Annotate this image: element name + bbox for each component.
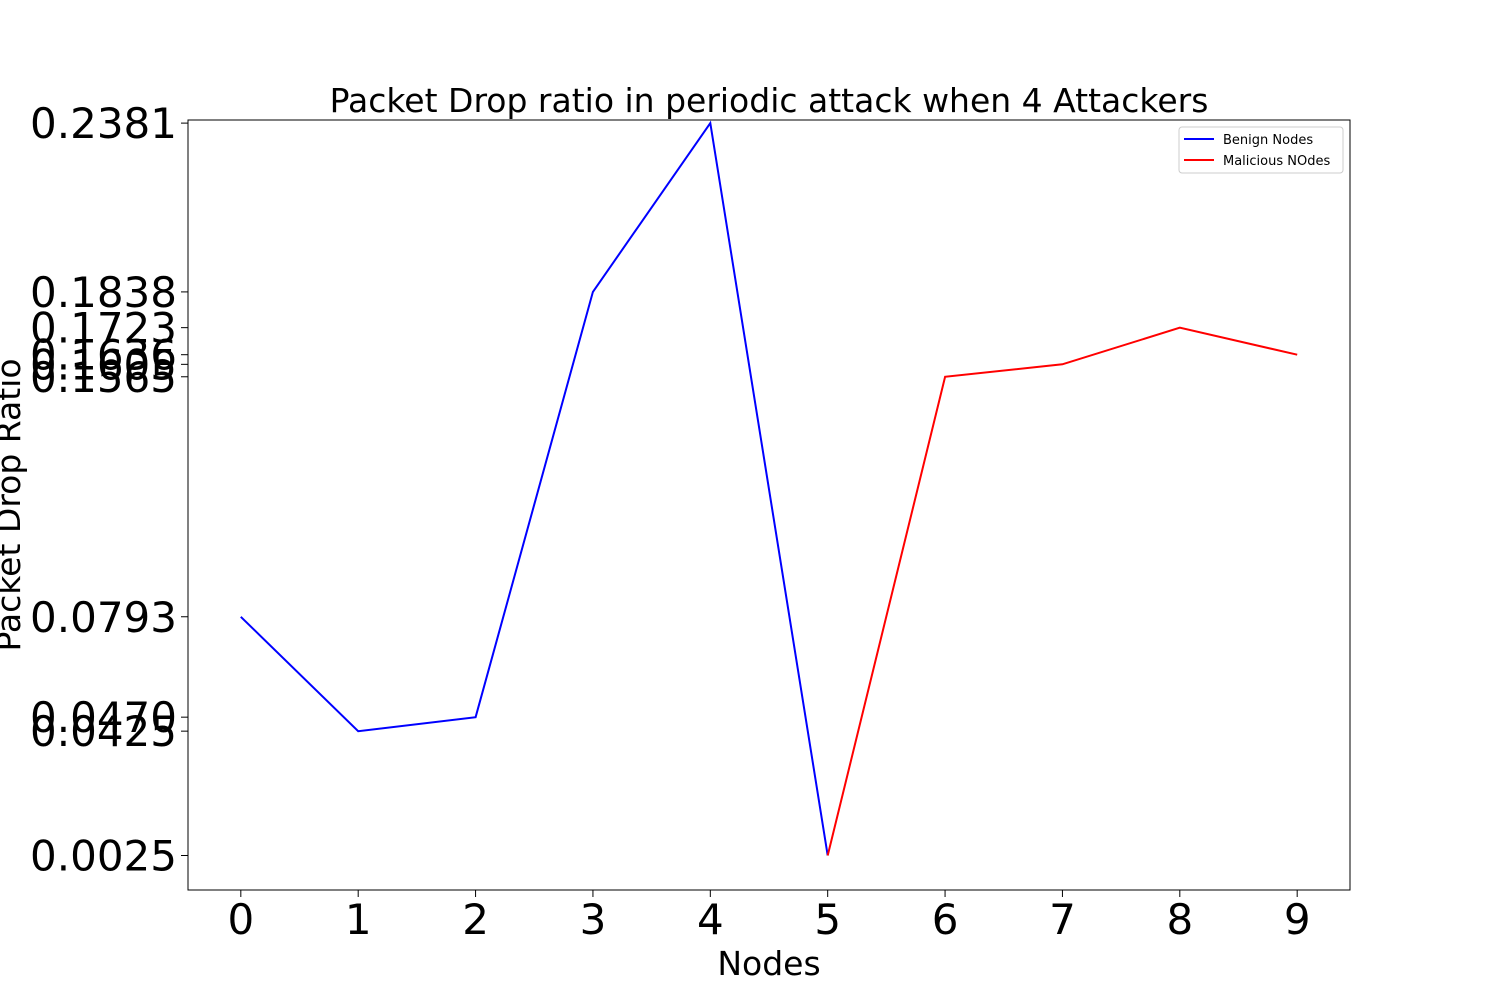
x-tick-label: 5: [814, 895, 841, 944]
x-tick-label: 8: [1166, 895, 1193, 944]
y-tick-label: 0.1605: [30, 340, 177, 389]
legend: Benign Nodes Malicious NOdes: [1178, 126, 1344, 174]
y-tick-label: 0.0793: [30, 593, 177, 642]
x-tick-label: 0: [227, 895, 254, 944]
y-axis-label: Packet Drop Ratio: [0, 358, 28, 651]
legend-label-0: Benign Nodes: [1223, 133, 1313, 148]
series-line-0: [240, 120, 829, 856]
x-tick-label: 1: [345, 895, 372, 944]
y-tick-label: 0.1636: [30, 331, 177, 380]
y-tick-label: 0.2381: [30, 99, 177, 148]
x-tick-label: 2: [462, 895, 489, 944]
y-tick-label: 0.0425: [30, 707, 177, 756]
x-tick-label: 9: [1284, 895, 1311, 944]
series-layer: [240, 120, 1298, 856]
y-tick-label: 0.0470: [30, 693, 177, 742]
chart-title: Packet Drop ratio in periodic attack whe…: [330, 81, 1209, 120]
legend-box: [1178, 126, 1344, 174]
x-tick-label: 7: [1049, 895, 1076, 944]
x-axis: 0 1 2 3 4 5 6 7 8 9: [227, 890, 1311, 944]
y-tick-label: 0.1723: [30, 304, 177, 353]
x-tick-label: 6: [932, 895, 959, 944]
x-tick-label: 4: [697, 895, 724, 944]
y-tick-label: 0.1565: [30, 353, 177, 402]
legend-label-1: Malicious NOdes: [1223, 154, 1330, 169]
y-tick-label: 0.0025: [30, 831, 177, 880]
x-axis-label: Nodes: [717, 944, 820, 983]
plot-frame: [187, 119, 1351, 891]
series-line-1: [826, 326, 1298, 856]
y-tick-label: 0.1838: [30, 268, 177, 317]
x-tick-label: 3: [580, 895, 607, 944]
